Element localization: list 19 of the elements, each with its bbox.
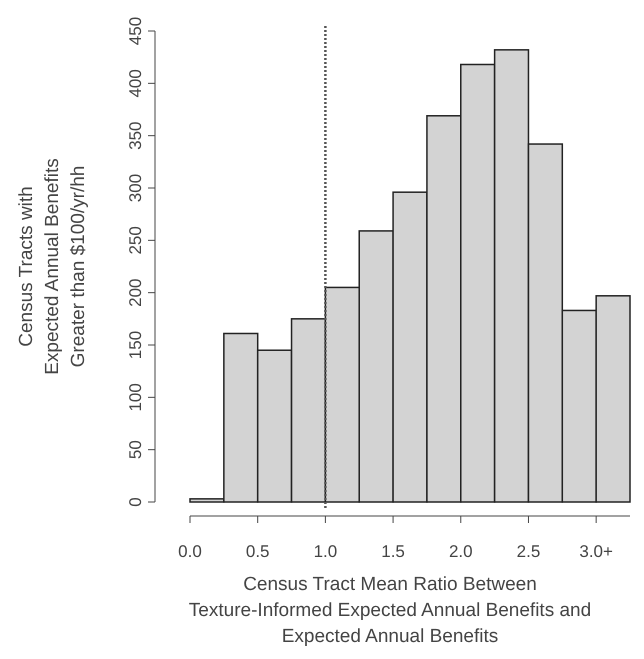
y-tick-label: 150 <box>126 330 145 360</box>
x-tick-label: 1.0 <box>314 542 338 561</box>
y-tick-label: 450 <box>126 16 145 46</box>
y-tick-label: 200 <box>126 278 145 307</box>
x-tick-label: 0.0 <box>178 542 202 561</box>
y-tick-label: 400 <box>126 69 145 98</box>
y-tick-label: 350 <box>126 121 145 150</box>
y-tick-label: 250 <box>126 226 145 255</box>
y-tick-label: 300 <box>126 174 145 202</box>
x-axis-title: Census Tract Mean Ratio Between Texture-Informed Expected Annual Benefits and Expected Annual Benefits <box>188 574 592 647</box>
x-tick-label: 1.5 <box>381 542 405 561</box>
y-tick-label: 50 <box>126 440 145 460</box>
y-tick-label: 100 <box>126 383 145 412</box>
y-tick-label: 0 <box>126 497 145 507</box>
y-axis-title: Census Tracts with Expected Annual Benefits Greater than $100/yr/hh <box>16 158 89 375</box>
x-tick-label: 3.0+ <box>579 542 614 561</box>
x-tick-label: 2.0 <box>448 542 473 561</box>
x-tick-label: 0.5 <box>246 542 270 561</box>
x-tick-label: 2.5 <box>516 542 540 561</box>
